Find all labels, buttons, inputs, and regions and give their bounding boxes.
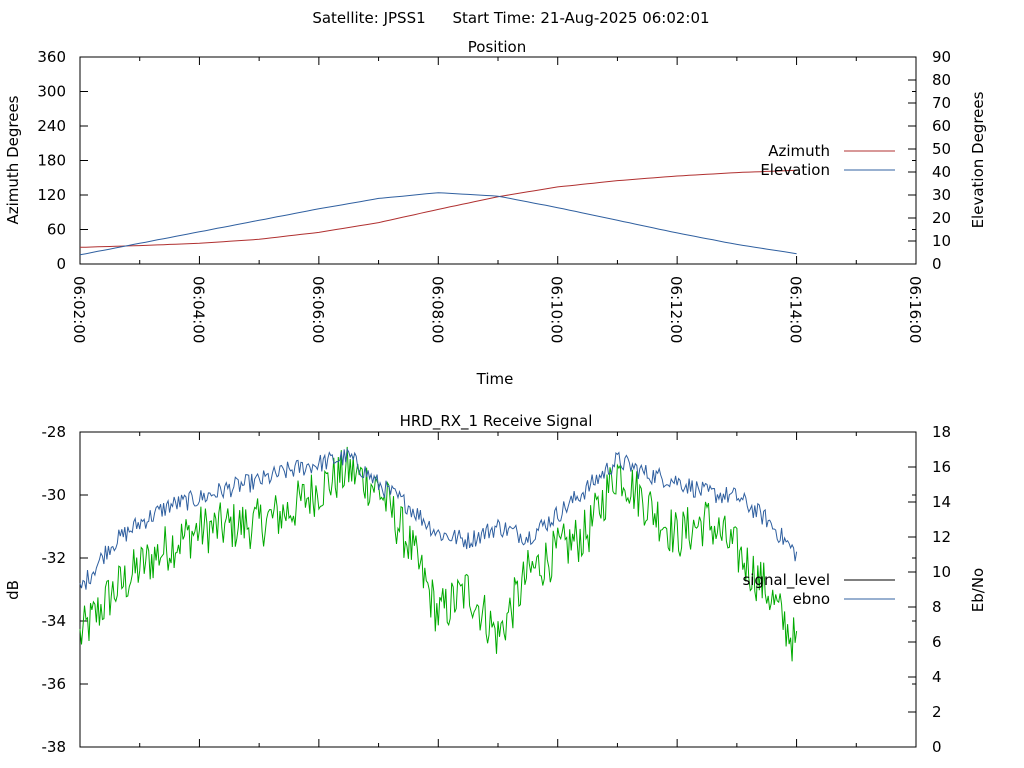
right-y-tick-label: 18 <box>932 423 951 441</box>
left-y-tick-label: -28 <box>42 423 67 441</box>
signal-chart-title: HRD_RX_1 Receive Signal <box>400 412 593 431</box>
right-y-tick-label: 4 <box>932 668 942 686</box>
x-tick-label: 06:10:00 <box>548 276 566 343</box>
x-tick-label: 06:02:00 <box>70 276 88 343</box>
Elevation-legend-label: Elevation <box>760 161 830 179</box>
left-y-tick-label: 180 <box>37 152 66 170</box>
left-y-tick-label: 120 <box>37 186 66 204</box>
signal-right-y-ticks: 0 2 4 6 8 10 12 14 16 18 <box>908 423 951 756</box>
position-left-y-label: Azimuth Degrees <box>4 95 22 224</box>
signal-right-y-label: Eb/No <box>969 568 987 612</box>
signal-x-ticks <box>79 432 917 747</box>
position-x-label: Time <box>476 370 514 388</box>
position-x-ticks: 06:02:00 06:04:00 06:06:00 06:08:00 06:10:00… <box>70 57 924 343</box>
signal-plot-frame <box>79 431 917 748</box>
right-y-tick-label: 10 <box>932 563 951 581</box>
signal-left-y-label: dB <box>4 580 22 600</box>
signal_level-line <box>79 446 798 662</box>
left-y-tick-label: 360 <box>37 48 66 66</box>
right-y-tick-label: 70 <box>932 94 951 112</box>
left-y-tick-label: -34 <box>42 612 67 630</box>
left-y-tick-label: 240 <box>37 117 66 135</box>
x-tick-label: 06:06:00 <box>309 276 327 343</box>
x-tick-label: 06:16:00 <box>906 276 924 343</box>
right-y-tick-label: 60 <box>932 117 951 135</box>
right-y-tick-label: 6 <box>932 633 942 651</box>
Azimuth-line <box>79 169 797 248</box>
right-y-tick-label: 14 <box>932 493 951 511</box>
right-y-tick-label: 30 <box>932 186 951 204</box>
ebno-line <box>79 447 798 590</box>
left-y-tick-label: -32 <box>42 549 67 567</box>
signal_level-legend-label: signal_level <box>742 571 830 590</box>
right-y-tick-label: 16 <box>932 458 951 476</box>
x-tick-label: 06:14:00 <box>787 276 805 343</box>
x-tick-label: 06:12:00 <box>667 276 685 343</box>
right-y-tick-label: 0 <box>932 255 942 273</box>
right-y-tick-label: 20 <box>932 209 951 227</box>
position-chart-title: Position <box>468 38 526 56</box>
position-right-y-label: Elevation Degrees <box>969 91 987 228</box>
left-y-tick-label: -36 <box>42 675 67 693</box>
x-tick-label: 06:04:00 <box>189 276 207 343</box>
right-y-tick-label: 80 <box>932 71 951 89</box>
position-right-y-ticks: 0 10 20 30 40 50 60 70 80 90 <box>908 48 951 273</box>
position-series-lines <box>79 169 797 256</box>
start-time-label: Start Time: 21-Aug-2025 06:02:01 <box>452 9 709 27</box>
left-y-tick-label: -38 <box>42 738 67 756</box>
left-y-tick-label: -30 <box>42 486 67 504</box>
right-y-tick-label: 0 <box>932 738 942 756</box>
position-chart: Position 0 60 120 180 240 300 360 0 10 20 30 40 50 6… <box>4 38 987 388</box>
left-y-tick-label: 0 <box>56 255 66 273</box>
right-y-tick-label: 90 <box>932 48 951 66</box>
right-y-tick-label: 2 <box>932 703 942 721</box>
left-y-tick-label: 60 <box>47 221 66 239</box>
signal-chart: HRD_RX_1 Receive Signal -38-36-34-32-30-… <box>4 412 987 756</box>
ebno-legend-label: ebno <box>793 590 830 608</box>
signal-series-lines <box>79 446 798 662</box>
satellite-label: Satellite: JPSS1 <box>312 9 425 27</box>
right-y-tick-label: 12 <box>932 528 951 546</box>
position-left-y-ticks: 0 60 120 180 240 300 360 <box>37 48 916 273</box>
right-y-tick-label: 8 <box>932 598 942 616</box>
left-y-tick-label: 300 <box>37 83 66 101</box>
right-y-tick-label: 50 <box>932 140 951 158</box>
signal-left-y-ticks: -38 -36 -34 -32 -30 -28 <box>42 423 916 756</box>
Elevation-line <box>79 192 797 256</box>
right-y-tick-label: 40 <box>932 163 951 181</box>
right-y-tick-label: 10 <box>932 232 951 250</box>
x-tick-label: 06:08:00 <box>428 276 446 343</box>
Azimuth-legend-label: Azimuth <box>768 142 830 160</box>
